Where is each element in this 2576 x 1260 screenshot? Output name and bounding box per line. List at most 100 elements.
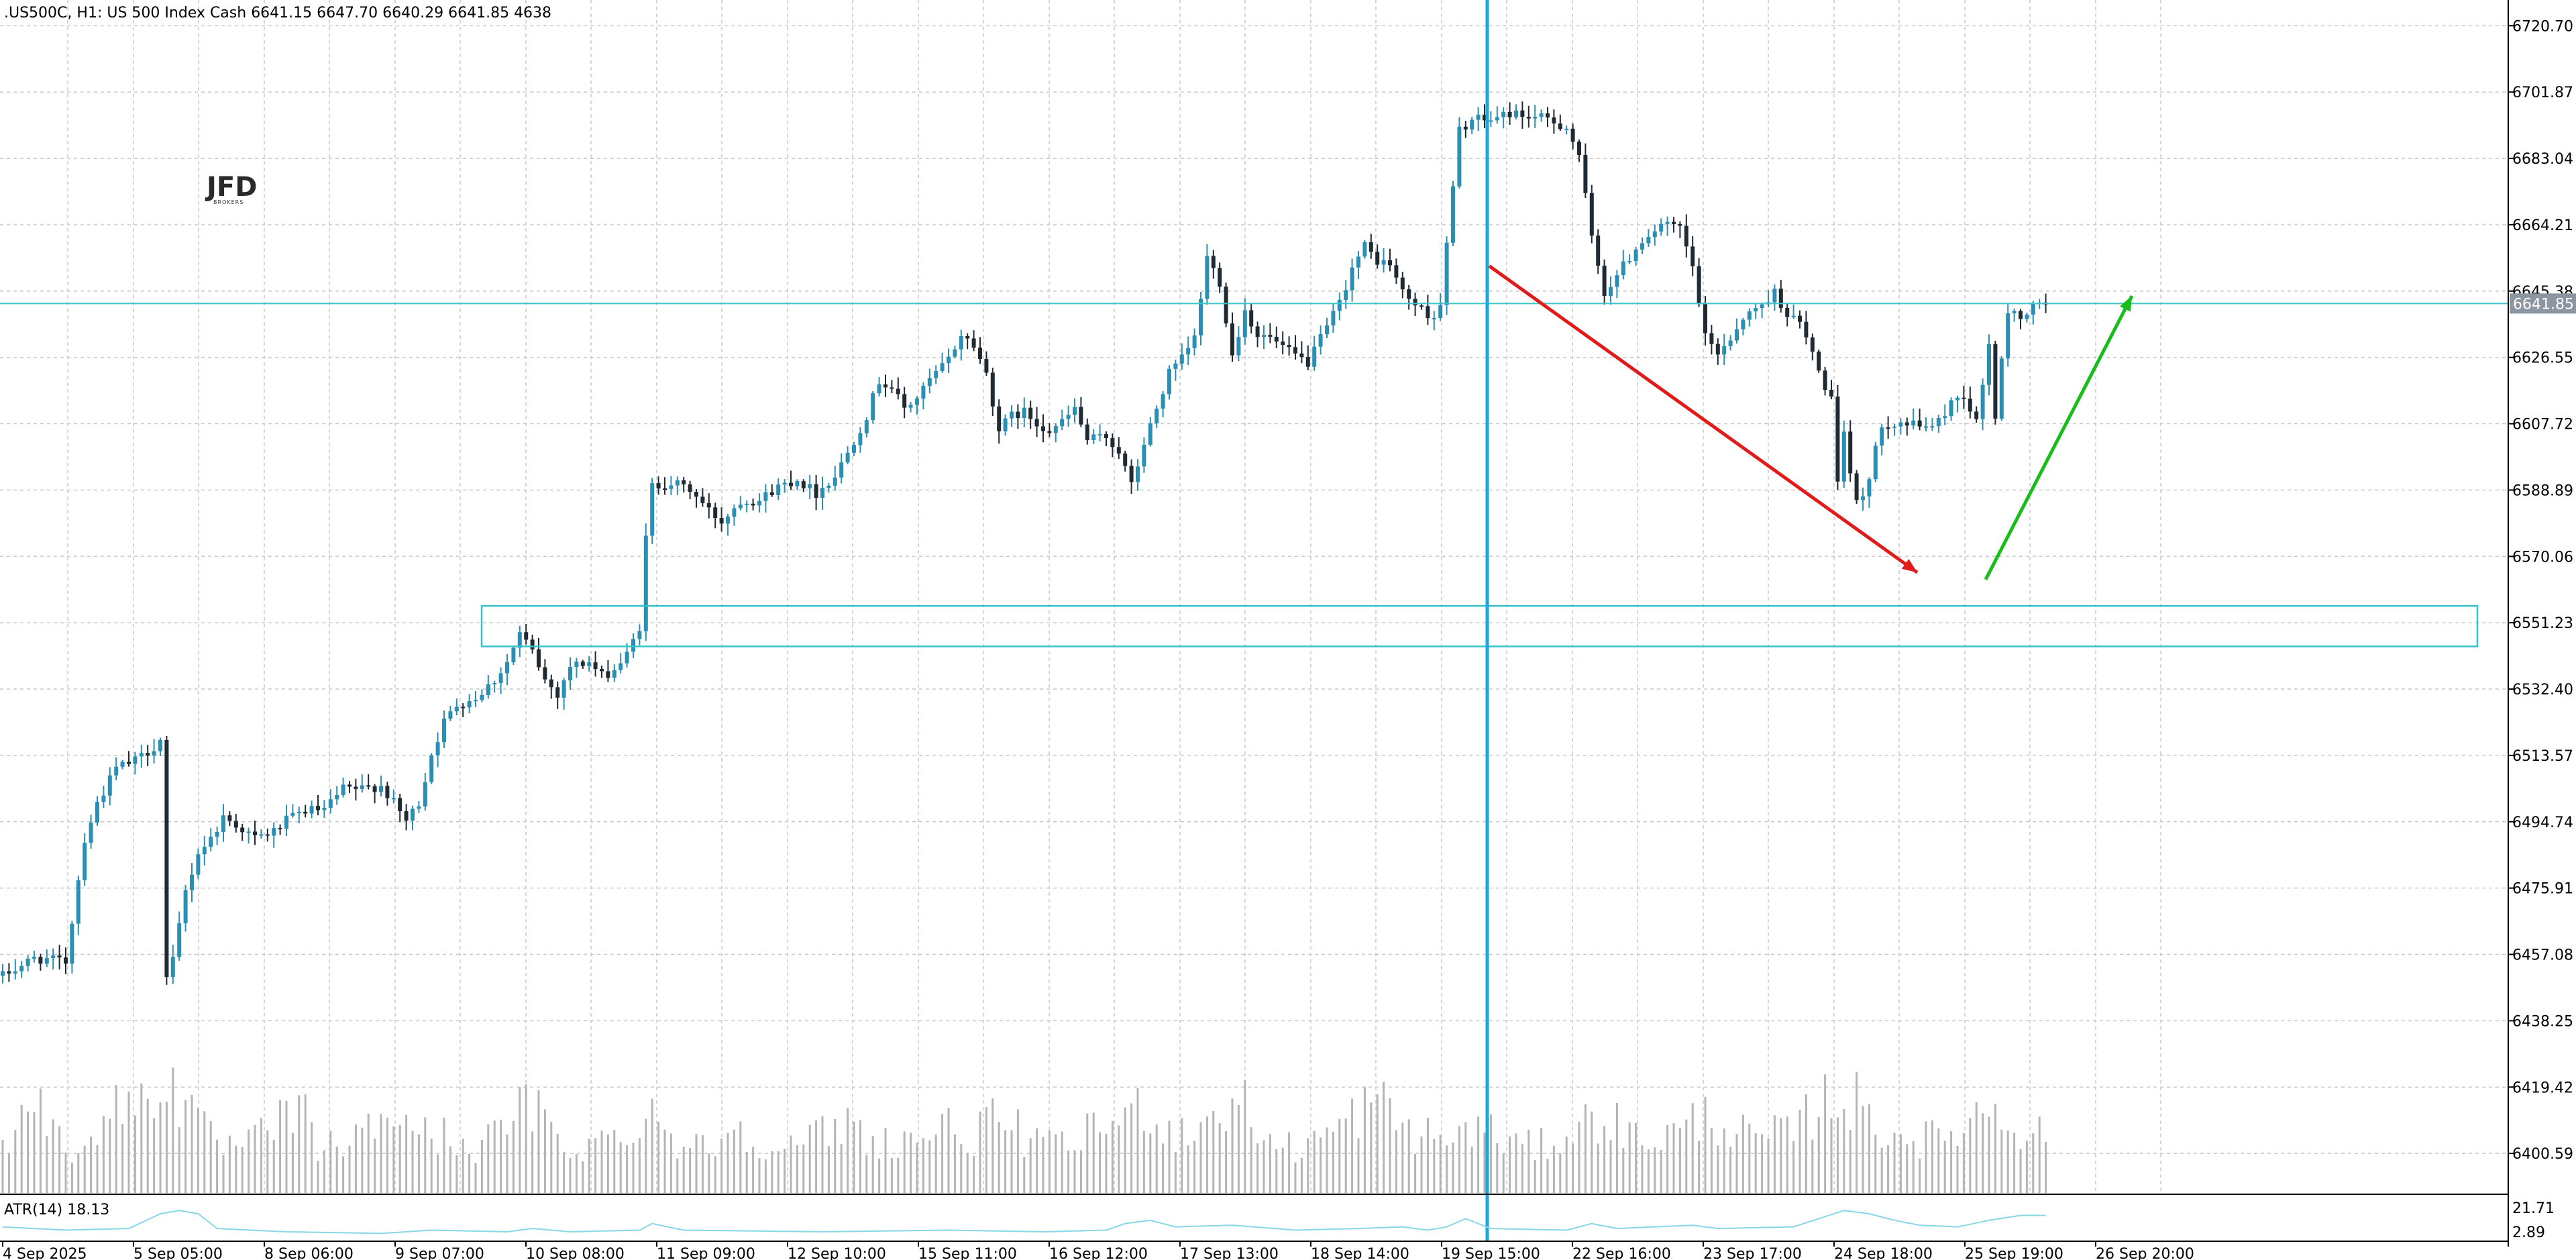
candle-body bbox=[1136, 466, 1140, 482]
candle-body bbox=[1287, 345, 1291, 348]
candle-body bbox=[1962, 397, 1966, 399]
candle-body bbox=[227, 815, 232, 821]
candle-body bbox=[1678, 223, 1682, 226]
price-tick-label: 6626.55 bbox=[2512, 350, 2573, 367]
candle-body bbox=[183, 890, 188, 924]
candle-body bbox=[1407, 289, 1411, 299]
candle-body bbox=[177, 923, 182, 957]
candle-body bbox=[1483, 114, 1487, 121]
candle-body bbox=[871, 393, 875, 421]
candle-body bbox=[1841, 431, 1846, 482]
candle-body bbox=[769, 492, 774, 495]
candle-body bbox=[1943, 416, 1947, 418]
candle-body bbox=[1665, 221, 1670, 224]
candle-body bbox=[83, 843, 87, 881]
candle-body bbox=[1419, 305, 1424, 307]
candle-body bbox=[44, 958, 49, 964]
candle-body bbox=[1596, 235, 1601, 266]
candle-body bbox=[435, 742, 440, 755]
candle-body bbox=[1318, 334, 1323, 347]
candle-body bbox=[1646, 237, 1651, 244]
candle-body bbox=[1621, 261, 1625, 276]
candle-body bbox=[713, 507, 718, 519]
candle-body bbox=[1861, 496, 1865, 501]
candle-body bbox=[1974, 411, 1979, 419]
candle-body bbox=[568, 666, 572, 681]
candle-body bbox=[927, 378, 932, 386]
candle-body bbox=[1463, 126, 1468, 129]
candle-body bbox=[1690, 246, 1695, 266]
candle-body bbox=[190, 874, 194, 890]
candle-body bbox=[2019, 311, 2023, 319]
candle-body bbox=[32, 957, 36, 959]
candle-body bbox=[398, 798, 402, 812]
candle-body bbox=[921, 385, 926, 399]
candle-body bbox=[990, 372, 995, 407]
atr-scale-bottom: 2.89 bbox=[2512, 1224, 2545, 1241]
candle-body bbox=[366, 785, 371, 787]
candle-body bbox=[13, 971, 17, 974]
candle-body bbox=[70, 923, 74, 964]
candle-body bbox=[1224, 286, 1228, 324]
candle-body bbox=[1179, 354, 1184, 364]
candle-body bbox=[1672, 221, 1676, 224]
candle-body bbox=[1835, 397, 1840, 482]
symbol-header: .US500C, H1: US 500 Index Cash 6641.15 6… bbox=[4, 5, 551, 21]
candle-body bbox=[600, 669, 604, 672]
candle-body bbox=[1186, 348, 1191, 355]
candle-body bbox=[795, 481, 800, 486]
candle-body bbox=[1558, 123, 1562, 129]
candle-body bbox=[530, 639, 535, 649]
time-tick-label: 9 Sep 07:00 bbox=[395, 1246, 484, 1260]
candle-body bbox=[1999, 358, 2004, 419]
candle-body bbox=[940, 363, 945, 372]
candle-body bbox=[1142, 444, 1146, 467]
time-tick-label: 25 Sep 19:00 bbox=[1965, 1246, 2063, 1260]
candle-body bbox=[1281, 342, 1285, 346]
candle-body bbox=[1602, 265, 1607, 297]
candle-body bbox=[1854, 473, 1859, 501]
up-arrow-head bbox=[2119, 296, 2132, 312]
candle-body bbox=[902, 394, 907, 408]
candle-body bbox=[682, 480, 686, 484]
candle-body bbox=[757, 501, 761, 506]
candle-body bbox=[411, 808, 415, 821]
candle-body bbox=[1577, 142, 1581, 155]
candle-body bbox=[202, 847, 207, 855]
candle-body bbox=[1337, 299, 1342, 311]
candle-body bbox=[555, 687, 560, 698]
candle-body bbox=[385, 786, 390, 798]
candle-body bbox=[1022, 407, 1026, 419]
candle-body bbox=[1904, 422, 1909, 426]
candle-body bbox=[1968, 399, 1972, 412]
candle-body bbox=[1444, 242, 1449, 305]
candle-body bbox=[278, 828, 282, 830]
candle-body bbox=[1633, 250, 1638, 262]
atr-line bbox=[2, 1210, 2046, 1235]
candle-body bbox=[606, 671, 610, 678]
candle-body bbox=[240, 827, 245, 833]
candle-body bbox=[1388, 260, 1392, 266]
candle-body bbox=[1066, 415, 1071, 419]
candle-body bbox=[1993, 344, 1998, 419]
candle-body bbox=[1457, 126, 1462, 187]
candle-body bbox=[1053, 426, 1058, 433]
candle-body bbox=[643, 535, 648, 631]
candle-body bbox=[417, 806, 421, 809]
candle-body bbox=[114, 766, 119, 776]
support-zone[interactable] bbox=[480, 605, 2479, 647]
candle-body bbox=[1161, 394, 1165, 409]
candle-body bbox=[1331, 311, 1336, 326]
candle-body bbox=[474, 700, 478, 702]
candle-body bbox=[908, 405, 913, 408]
candlesticks bbox=[1, 101, 2048, 985]
candle-body bbox=[1016, 411, 1020, 419]
candle-body bbox=[808, 484, 812, 488]
candle-body bbox=[1129, 466, 1134, 482]
candle-body bbox=[1627, 261, 1632, 263]
candle-body bbox=[1886, 427, 1890, 429]
candle-body bbox=[297, 811, 301, 813]
candle-body bbox=[284, 815, 288, 829]
candle-body bbox=[1615, 275, 1619, 287]
